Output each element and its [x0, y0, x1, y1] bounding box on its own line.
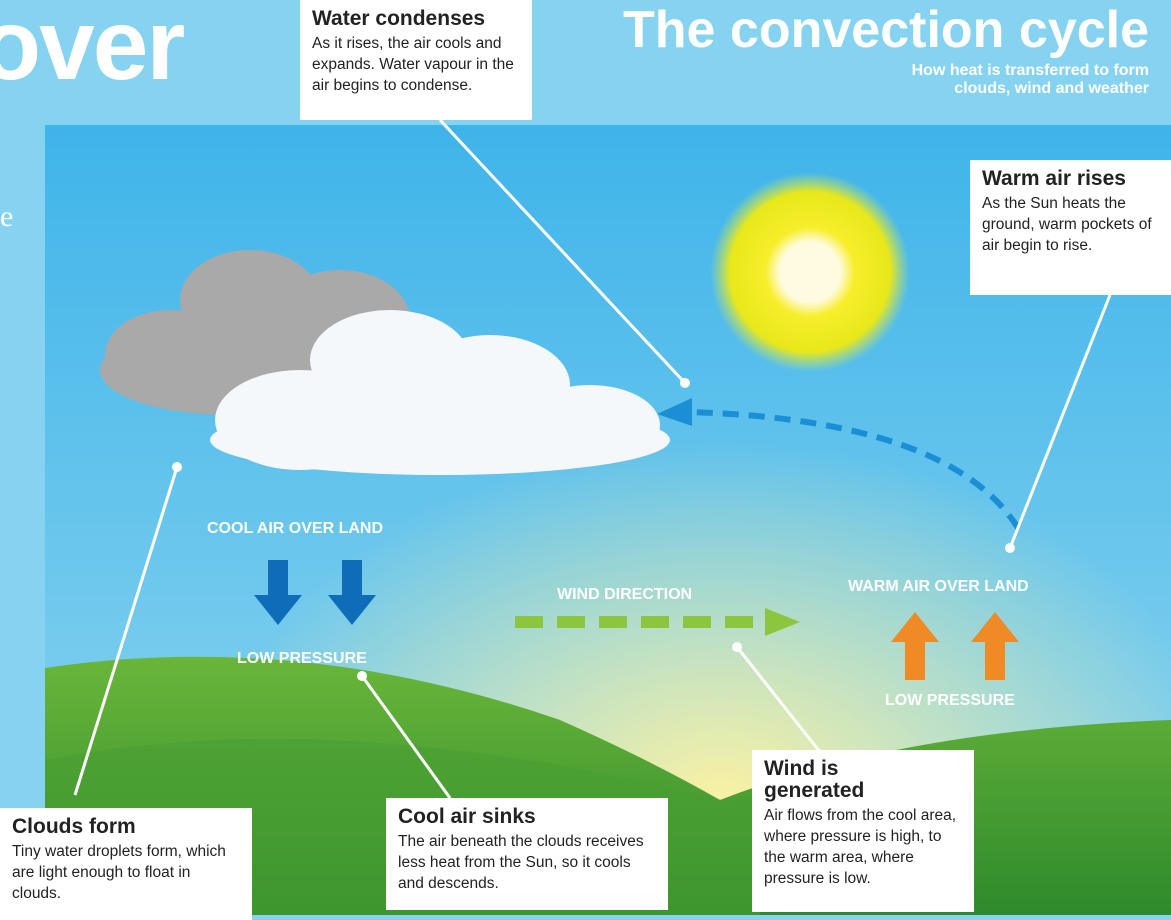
callout: Cool air sinks The air beneath the clouds… [386, 798, 668, 910]
subtitle: How heat is transferred to form clouds, … [879, 62, 1149, 98]
callout-text: As it rises, the air cools and expands. … [312, 33, 520, 96]
label: WARM AIR OVER LAND [848, 578, 1029, 596]
callout: Clouds form Tiny water droplets form, whi… [0, 808, 252, 920]
label: WIND DIRECTION [557, 586, 692, 604]
callout-text: As the Sun heats the ground, warm pocket… [982, 193, 1159, 256]
infographic: over e The convection cycle How heat is … [0, 0, 1171, 920]
callout-title: Cool air sinks [398, 806, 656, 828]
callout-title: Wind is generated [764, 758, 894, 802]
callout: Water condenses As it rises, the air cool… [300, 0, 532, 120]
partial-heading: over [0, 0, 183, 103]
callout-text: The air beneath the clouds receives less… [398, 831, 656, 894]
callout-title: Clouds form [12, 816, 240, 838]
partial-text: e [0, 200, 13, 234]
label: LOW PRESSURE [237, 650, 367, 668]
title: The convection cycle [623, 0, 1149, 60]
callout-title: Water condenses [312, 8, 520, 30]
callout-title: Warm air rises [982, 168, 1159, 190]
callout-text: Tiny water droplets form, which are ligh… [12, 841, 240, 904]
illustration [0, 0, 1171, 920]
label: COOL AIR OVER LAND [207, 520, 383, 538]
callout: Warm air rises As the Sun heats the groun… [970, 160, 1171, 295]
label: LOW PRESSURE [885, 692, 1015, 710]
sun [710, 172, 910, 372]
callout-text: Air flows from the cool area, where pres… [764, 805, 962, 889]
